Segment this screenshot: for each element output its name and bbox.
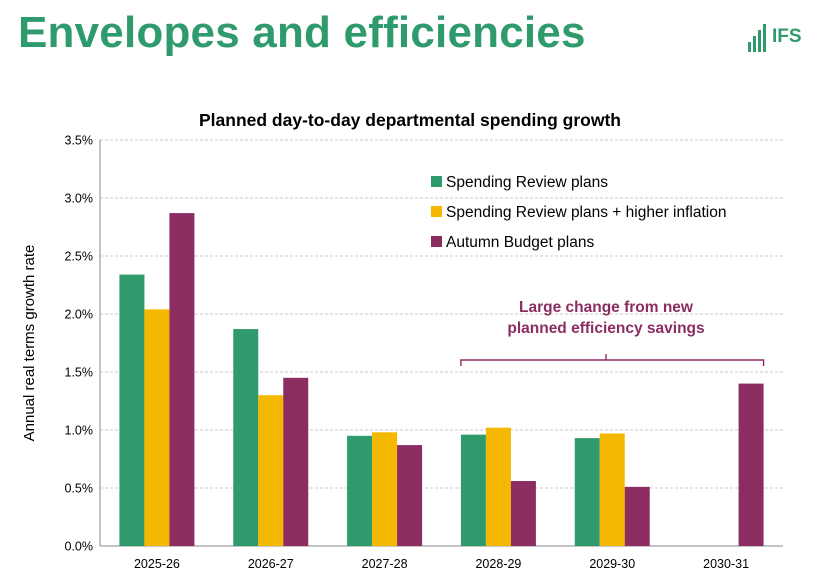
bar-2025-26-series-2: [144, 309, 170, 546]
y-tick-label: 1.0%: [65, 424, 94, 438]
bar-2029-30-series-3: [624, 486, 650, 546]
bar-2029-30-series-2: [599, 433, 625, 546]
x-tick-label: 2026-27: [248, 557, 294, 571]
y-axis-label: Annual real terms growth rate: [21, 245, 38, 442]
legend-swatch: [431, 236, 442, 247]
x-tick-label: 2029-30: [589, 557, 635, 571]
y-tick-label: 3.5%: [65, 134, 94, 148]
x-tick-label: 2027-28: [362, 557, 408, 571]
bar-2026-27-series-2: [258, 395, 284, 546]
bar-2030-31-series-3: [738, 383, 764, 546]
annotation-text: Large change from new: [519, 299, 694, 316]
x-tick-label: 2025-26: [134, 557, 180, 571]
bar-2028-29-series-3: [510, 481, 536, 546]
y-tick-label: 3.0%: [65, 192, 94, 206]
y-tick-label: 2.0%: [65, 308, 94, 322]
legend-swatch: [431, 206, 442, 217]
annotation-bracket: [460, 354, 765, 366]
bar-2025-26-series-3: [169, 213, 195, 546]
y-tick-label: 2.5%: [65, 250, 94, 264]
annotation-text: planned efficiency savings: [507, 320, 704, 337]
bar-2029-30-series-1: [574, 438, 600, 546]
bar-2026-27-series-3: [283, 377, 309, 546]
logo-text: IFS: [772, 26, 802, 47]
y-tick-label: 0.0%: [65, 540, 94, 554]
y-tick-label: 0.5%: [65, 482, 94, 496]
bar-2025-26-series-1: [119, 274, 145, 546]
bar-2027-28-series-2: [372, 432, 398, 546]
bar-2028-29-series-1: [460, 434, 486, 546]
bar-2027-28-series-1: [347, 435, 373, 546]
ifs-logo-icon: [748, 24, 766, 52]
y-tick-label: 1.5%: [65, 366, 94, 380]
bar-2028-29-series-2: [485, 427, 511, 546]
legend-label: Autumn Budget plans: [446, 234, 594, 251]
x-tick-label: 2028-29: [475, 557, 521, 571]
bar-2026-27-series-1: [233, 329, 259, 546]
x-tick-label: 2030-31: [703, 557, 749, 571]
chart-title: Planned day-to-day departmental spending…: [199, 110, 621, 130]
bar-2027-28-series-3: [397, 445, 423, 546]
legend-label: Spending Review plans + higher inflation: [446, 204, 726, 221]
legend-label: Spending Review plans: [446, 174, 608, 191]
legend-swatch: [431, 176, 442, 187]
page-title: Envelopes and efficiencies: [18, 8, 586, 57]
